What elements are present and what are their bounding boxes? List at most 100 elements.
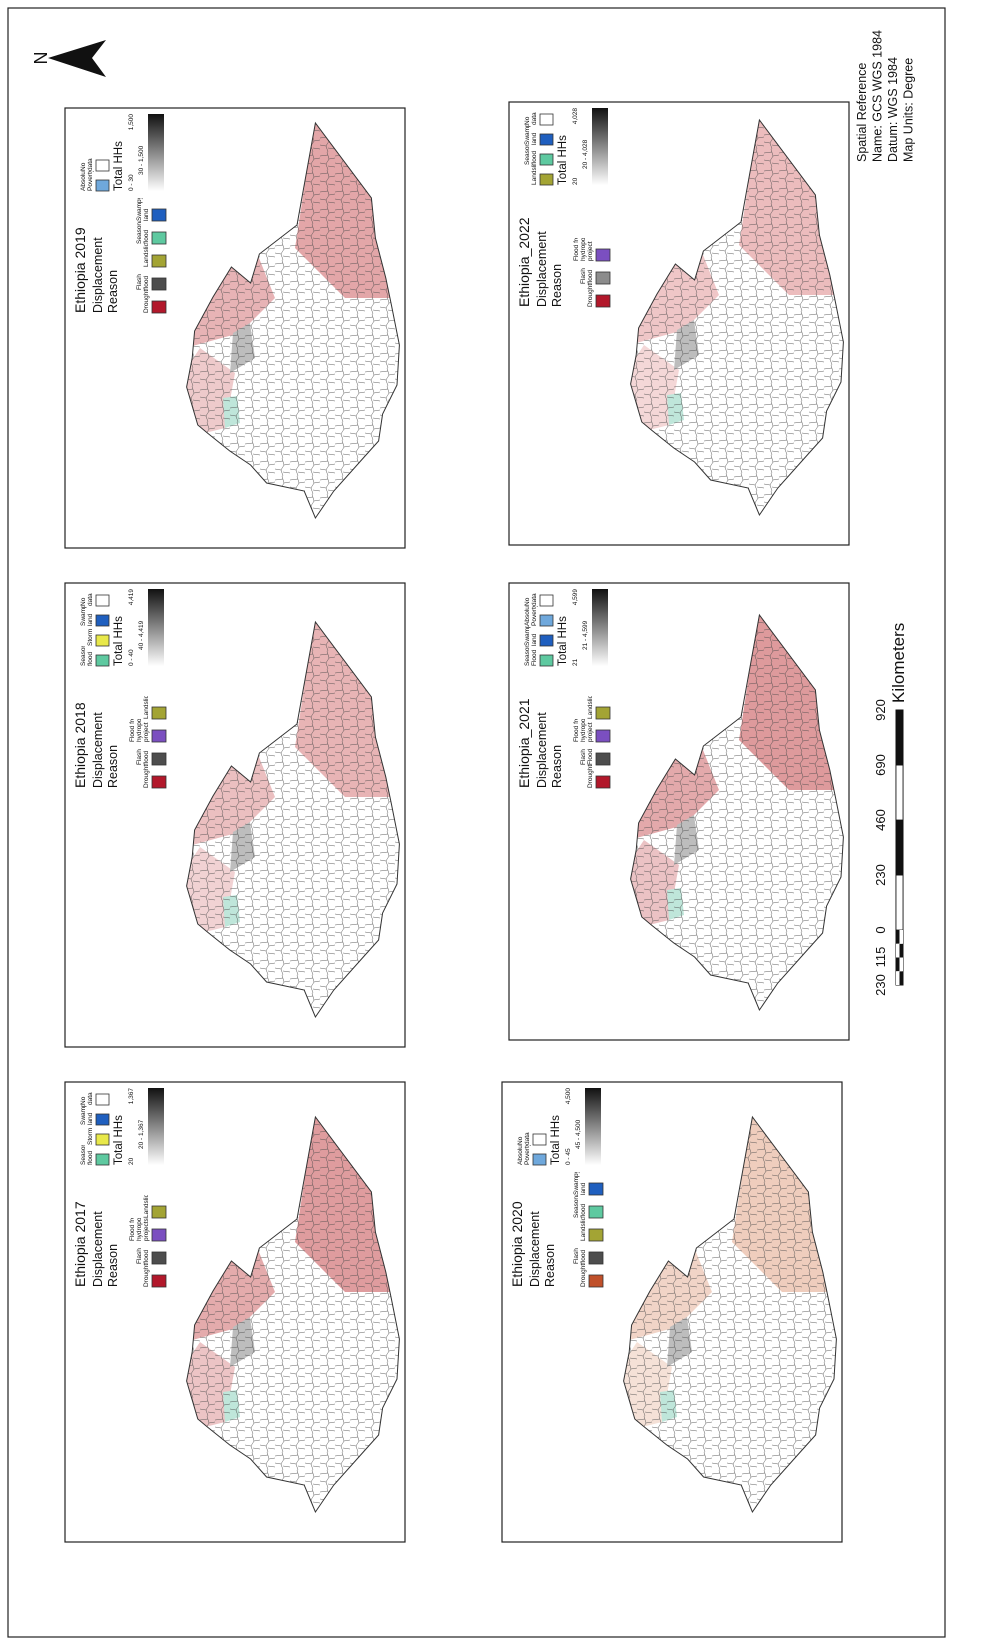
legend-label: Flash Flood (569, 742, 594, 765)
legend-swatch (96, 595, 109, 606)
legend-label-box: Storm (67, 626, 94, 646)
scale-label: 0 (873, 926, 888, 933)
legend-label-box: Seasonal Flood (511, 646, 538, 666)
legend-swatch (96, 1154, 109, 1165)
north-arrow (48, 40, 106, 77)
legend-swatch (152, 1252, 166, 1264)
legend-swatch (540, 114, 553, 125)
legend-swatch (540, 655, 553, 666)
scale-bar-segment (900, 944, 904, 958)
legend-label: No data (511, 105, 538, 125)
total-title: Total HHs (557, 616, 569, 666)
legend-label: No data (67, 586, 94, 606)
scale-unit: Kilometers (889, 623, 908, 703)
legend-swatch (533, 1134, 546, 1145)
legend-label: Landslide (125, 1195, 150, 1218)
total-label: 40 - 4,419 (138, 620, 145, 650)
panel-title: Ethiopia 2018 (72, 702, 88, 788)
legend-swatch (152, 232, 166, 244)
north-label: N (31, 52, 51, 65)
legend-label: Flood from hydropower project (569, 238, 594, 261)
total-label: 21 (572, 658, 579, 666)
legend-label-box: No data (511, 105, 538, 125)
total-gradient (592, 108, 608, 185)
scale-bar-segment (896, 765, 903, 820)
scale-bar-segment (896, 820, 903, 875)
total-label: 20 (128, 1157, 135, 1165)
legend-swatch (152, 1229, 166, 1241)
legend-label: No data (511, 586, 538, 606)
total-gradient (148, 589, 164, 666)
legend-label-box: Displacement Reason (535, 693, 567, 788)
panel-title: Ethiopia_2022 (516, 217, 532, 307)
figure: N Spatial ReferenceName: GCS WGS 1984Dat… (0, 0, 993, 1645)
total-label: 0 - 30 (128, 174, 135, 191)
legend-swatch (596, 707, 610, 719)
legend-label-box: Absolute Poverty (67, 171, 94, 191)
legend-label: Absolute Poverty (504, 1145, 531, 1165)
legend-label: Storm (67, 1125, 94, 1145)
legend-label: Displacement Reason (535, 212, 567, 307)
legend-label-box: Displacement Reason (91, 693, 123, 788)
legend-swatch (96, 160, 109, 171)
legend-label-box: Displacement Reason (528, 1192, 560, 1287)
legend-label-box: Seasonal flood (562, 1195, 587, 1218)
legend-label: Swampy land (67, 606, 94, 626)
total-gradient (148, 114, 164, 191)
legend-label-box: Landslide (511, 165, 538, 185)
scale-bar-segment (896, 930, 900, 944)
legend-swatch (152, 753, 166, 765)
legend-label: Drought (569, 765, 594, 788)
legend-label: Seasonal flood (67, 1145, 94, 1165)
legend-label: Swampy land (511, 626, 538, 646)
total-gradient (148, 1088, 164, 1165)
legend-label-box: Landslide (569, 696, 594, 719)
legend-label: Landslide (511, 165, 538, 185)
legend-swatch (596, 730, 610, 742)
legend-swatch (96, 635, 109, 646)
legend-label: Drought (125, 765, 150, 788)
legend-label: Landslide (125, 244, 150, 267)
legend-label: Seasonal flood (562, 1195, 587, 1218)
spatial-reference-line: Spatial Reference (855, 63, 869, 162)
scale-bar-segment (896, 710, 903, 765)
scale-bar-segment (900, 971, 904, 985)
legend-label: Displacement Reason (535, 693, 567, 788)
legend-label: Seasonal flood (67, 646, 94, 666)
total-title: Total HHs (550, 1115, 562, 1165)
legend-swatch (540, 615, 553, 626)
total-gradient (592, 589, 608, 666)
panel-title: Ethiopia 2020 (509, 1201, 525, 1287)
total-label: 4,599 (572, 589, 579, 606)
legend-label-box: Drought (569, 765, 594, 788)
total-title: Total HHs (557, 135, 569, 185)
scale-label: 920 (873, 699, 888, 721)
legend-swatch (589, 1275, 603, 1287)
legend-label-box: Drought (569, 284, 594, 307)
total-label: 20 (572, 177, 579, 185)
legend-swatch (152, 278, 166, 290)
legend-swatch (96, 1094, 109, 1105)
legend-label-box: Swampy land (511, 125, 538, 145)
legend-label: Storm (67, 626, 94, 646)
legend-swatch (96, 615, 109, 626)
total-label: 4,419 (128, 589, 135, 606)
panel-title: Ethiopia_2021 (516, 698, 532, 788)
legend-label-box: Flash flood (125, 267, 150, 290)
legend-label-box: Flash Flood (569, 742, 594, 765)
legend-label: Seasonal Flood (511, 646, 538, 666)
total-title: Total HHs (113, 141, 125, 191)
legend-label: Flash flood (125, 1241, 150, 1264)
total-label: 4,500 (565, 1088, 572, 1105)
map-panels: Ethiopia 2019Displacement ReasonDroughtF… (65, 102, 849, 1542)
legend-label: Swampy land (511, 125, 538, 145)
legend-label-box: Flood from hydropower project (569, 238, 594, 261)
legend-label-box: Flash flood (125, 1241, 150, 1264)
legend-swatch (596, 295, 610, 307)
total-label: 21 - 4,599 (582, 620, 589, 650)
legend-label-box: No data (511, 586, 538, 606)
scale-bar-segment (896, 944, 900, 958)
